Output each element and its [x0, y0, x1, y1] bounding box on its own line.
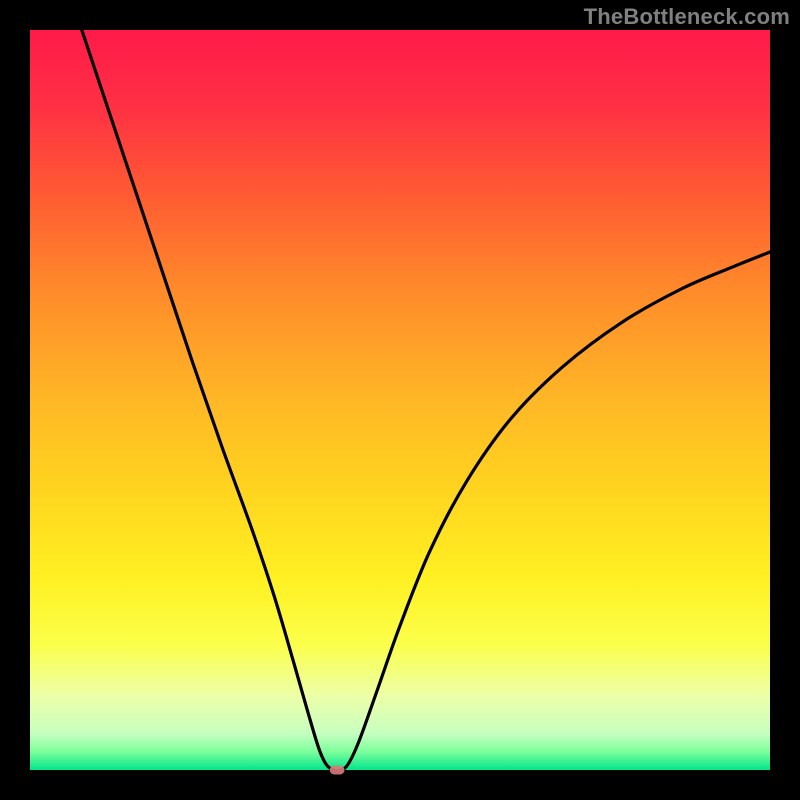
optimal-point-marker [330, 766, 345, 775]
bottleneck-chart: TheBottleneck.com [0, 0, 800, 800]
watermark-text: TheBottleneck.com [584, 4, 790, 30]
chart-svg [0, 0, 800, 800]
chart-gradient-background [30, 30, 770, 770]
